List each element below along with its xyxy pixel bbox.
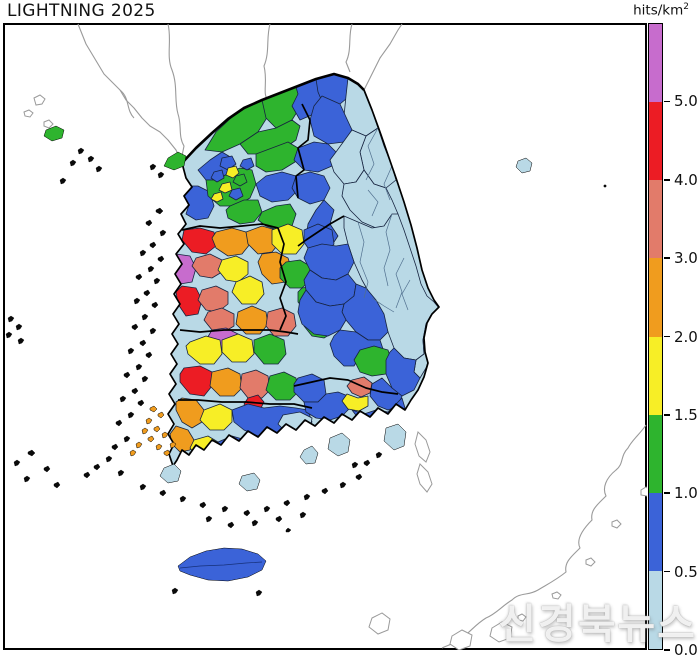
colorbar-tick-label: 1.5 [674,405,698,424]
watermark: 신경북뉴스 [498,600,697,648]
colorbar-tick-label: 3.0 [674,249,698,268]
colorbar-tick-mark [664,414,670,416]
colorbar-tick-label: 5.0 [674,92,698,111]
map-frame [3,23,647,650]
dokdo-islet [603,184,607,188]
colorbar-tick-label: 0.5 [674,562,698,581]
colorbar-segment [649,102,662,181]
province-borders [178,103,399,409]
colorbar-tick-mark [664,649,670,651]
colorbar-tick-mark [664,257,670,259]
colorbar-segment [649,24,662,103]
tsushima-outline [414,431,433,493]
colorbar-tick-label: 2.0 [674,327,698,346]
colorbar-tick-mark [664,100,670,103]
colorbar-tick-mark [664,178,670,181]
south-korea-coastline [167,89,440,467]
colorbar-segment [649,180,662,259]
baengnyeong-island [43,125,65,142]
seoul-district-cluster [205,155,257,207]
colorbar-tick-mark [664,570,670,573]
dmz-line [181,72,365,164]
ganghwa-island [163,151,187,171]
unit-exponent: 2 [683,2,689,12]
shinan-orange-islets [129,405,177,457]
colorbar-tick-label: 4.0 [674,170,698,189]
page-title: LIGHTNING 2025 [7,1,156,21]
colorbar-tick-label: 1.0 [674,484,698,503]
korea-lightning-map [3,23,647,650]
colorbar-tick-mark [664,492,670,495]
japan-coastline-outline [368,424,647,650]
colorbar-segment [649,258,662,337]
iki-island-outline [368,612,391,635]
colorbar [648,23,663,650]
colorbar-unit-label: hits/km2 [633,2,689,19]
colorbar-segment [649,414,662,493]
colorbar-tick-mark [664,335,670,338]
ulleungdo-island [515,157,533,174]
coastal-islets [5,147,383,597]
colorbar-segment [649,492,662,571]
islands [43,125,607,582]
north-korea-outline [23,23,403,164]
colorbar-segment [649,570,662,649]
colorbar-tick-label: 0.0 [674,641,698,657]
jeju-island [177,547,267,582]
colorbar-segment [649,336,662,415]
